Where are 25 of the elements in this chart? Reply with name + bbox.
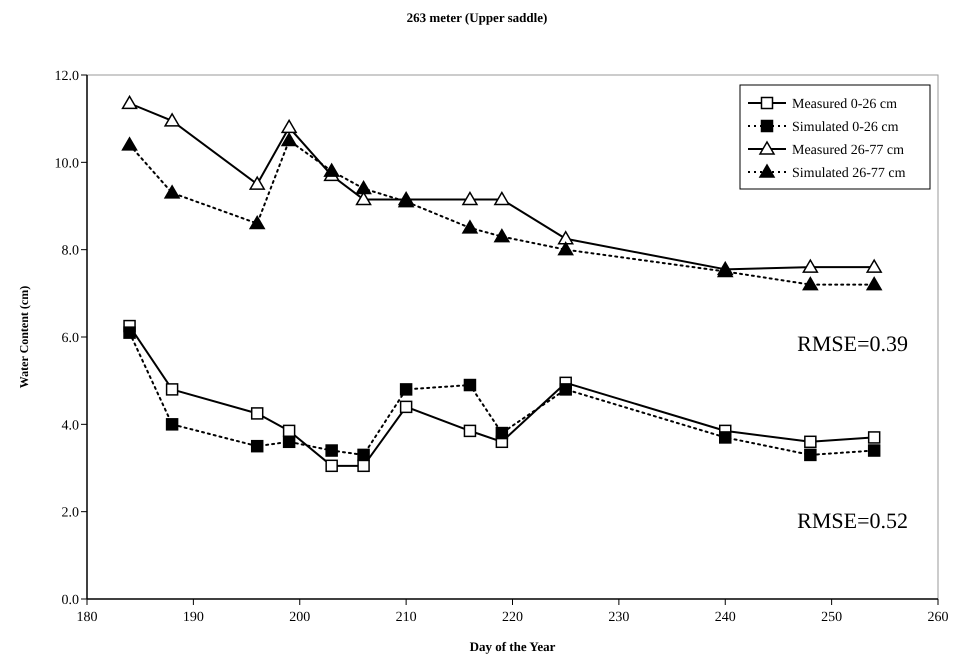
legend-label: Measured 0-26 cm [792, 97, 898, 112]
y-tick-label: 6.0 [62, 331, 79, 346]
x-tick-label: 200 [289, 610, 310, 625]
x-tick-label: 210 [396, 610, 417, 625]
x-tick-label: 260 [928, 610, 948, 625]
y-tick-label: 10.0 [54, 156, 79, 172]
x-tick-label: 250 [821, 610, 842, 625]
annotation: RMSE=0.39 [797, 331, 908, 356]
y-tick-label: 12.0 [54, 69, 79, 84]
x-tick-label: 220 [502, 610, 523, 625]
annotation: RMSE=0.52 [797, 508, 908, 533]
x-tick-label: 240 [714, 610, 736, 625]
legend-label: Simulated 26-77 cm [792, 166, 906, 181]
y-tick-label: 0.0 [62, 593, 79, 608]
x-axis-title: Day of the Year [470, 639, 556, 654]
legend-label: Simulated 0-26 cm [792, 120, 899, 135]
y-axis-title: Water Content (cm) [17, 286, 31, 388]
legend-label: Measured 26-77 cm [792, 143, 904, 158]
y-tick-label: 8.0 [62, 244, 79, 259]
x-tick-label: 230 [608, 610, 630, 625]
y-tick-label: 4.0 [62, 418, 79, 434]
x-tick-label: 180 [76, 610, 98, 625]
y-tick-label: 2.0 [62, 506, 79, 521]
x-tick-label: 190 [182, 610, 204, 625]
chart-title: 263 meter (Upper saddle) [406, 10, 548, 25]
